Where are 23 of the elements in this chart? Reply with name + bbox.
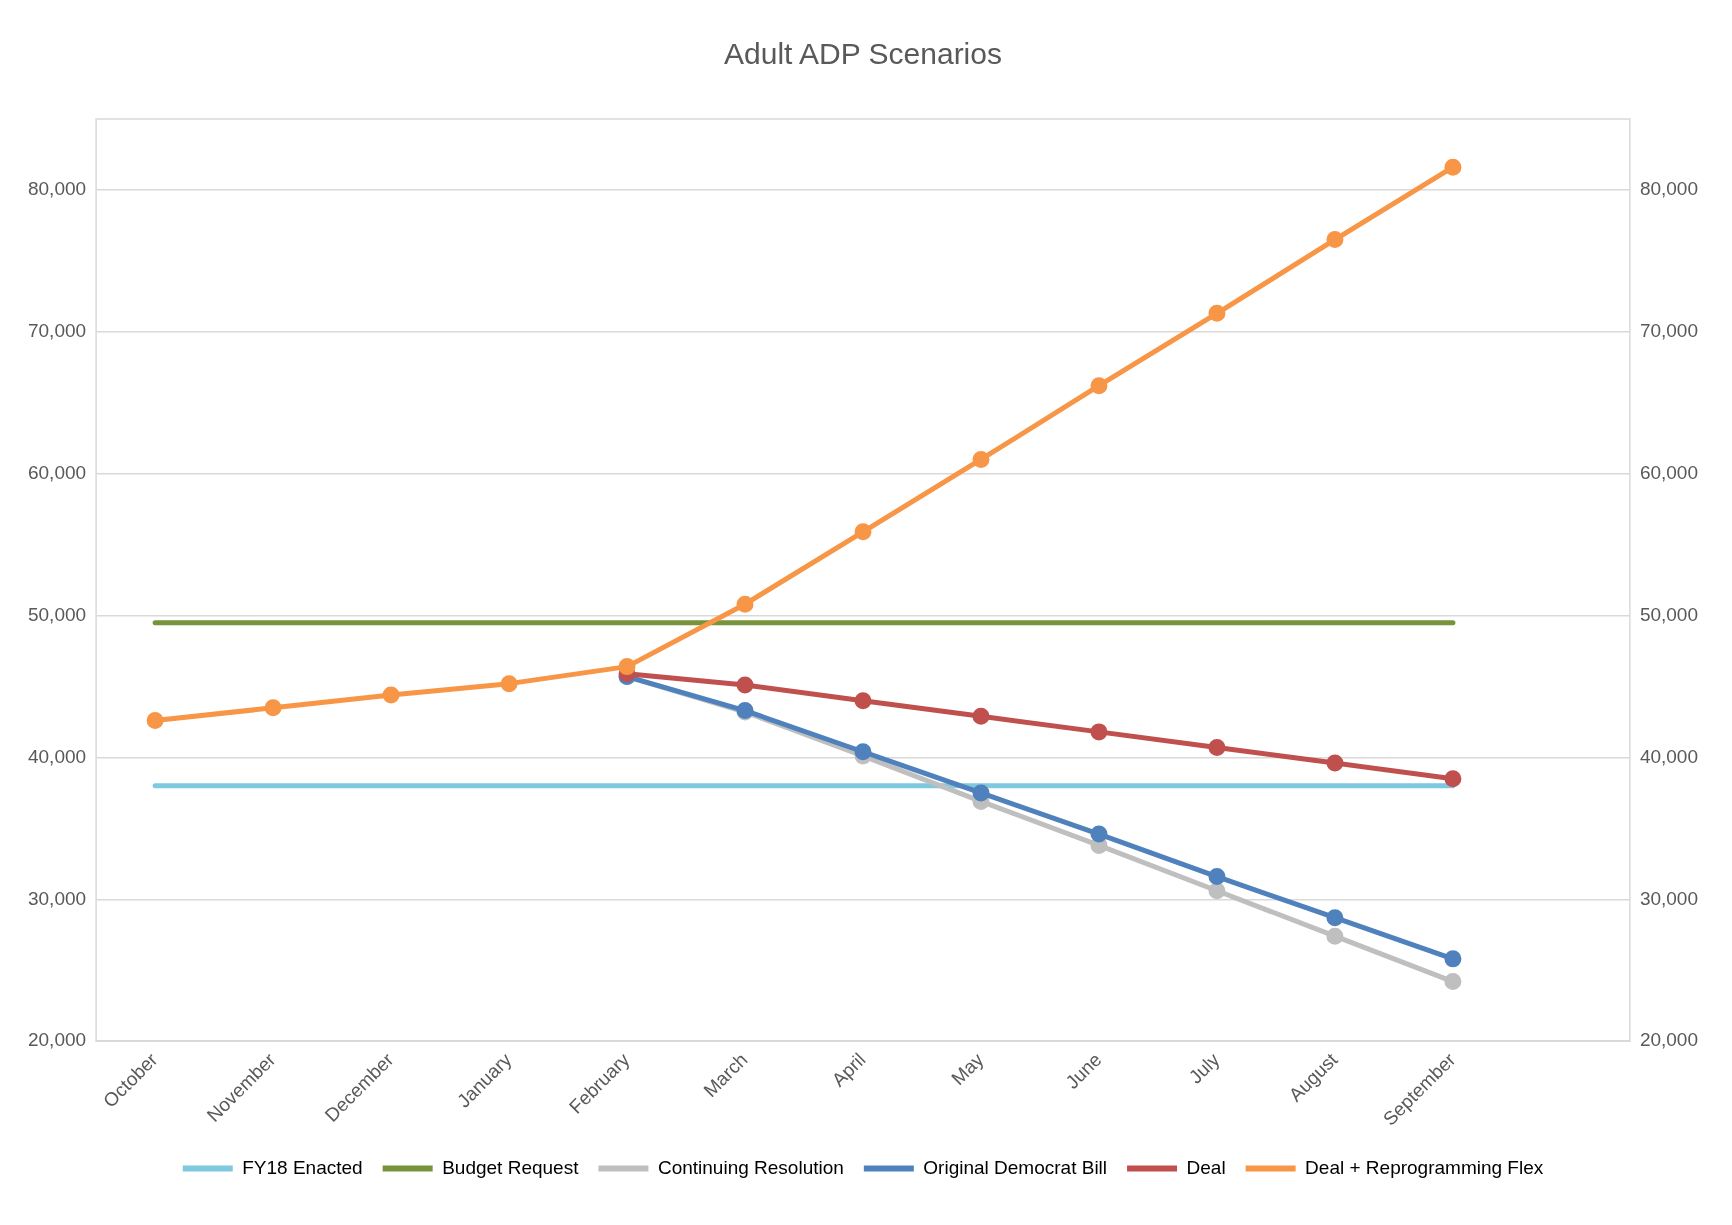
y-tick-label: 40,000 [27,745,87,767]
y-tick-label: 70,000 [27,320,87,342]
y2-tick-label: 20,000 [1639,1029,1699,1051]
x-tick-label: July [1184,1048,1224,1088]
y-tick-label: 80,000 [27,178,87,200]
legend-label: Deal + Reprogramming Flex [1305,1156,1544,1178]
legend-label: Deal [1186,1156,1226,1178]
legend-label: Continuing Resolution [657,1156,844,1178]
legend-label: Budget Request [442,1156,580,1178]
legend-label: Original Democrat Bill [923,1156,1108,1178]
y2-tick-label: 50,000 [1639,603,1699,625]
legend-label: FY18 Enacted [242,1156,363,1178]
x-tick-label: May [947,1048,988,1090]
y2-tick-label: 40,000 [1639,745,1699,767]
y-tick-label: 50,000 [27,603,87,625]
y2-tick-label: 60,000 [1639,461,1699,483]
y2-tick-label: 30,000 [1639,887,1699,909]
y-tick-label: 20,000 [27,1029,87,1051]
y2-tick-label: 70,000 [1639,320,1699,342]
chart-title: Adult ADP Scenarios [724,37,1002,71]
y-tick-label: 60,000 [27,461,87,483]
y2-tick-label: 80,000 [1639,178,1699,200]
y-tick-label: 30,000 [27,887,87,909]
